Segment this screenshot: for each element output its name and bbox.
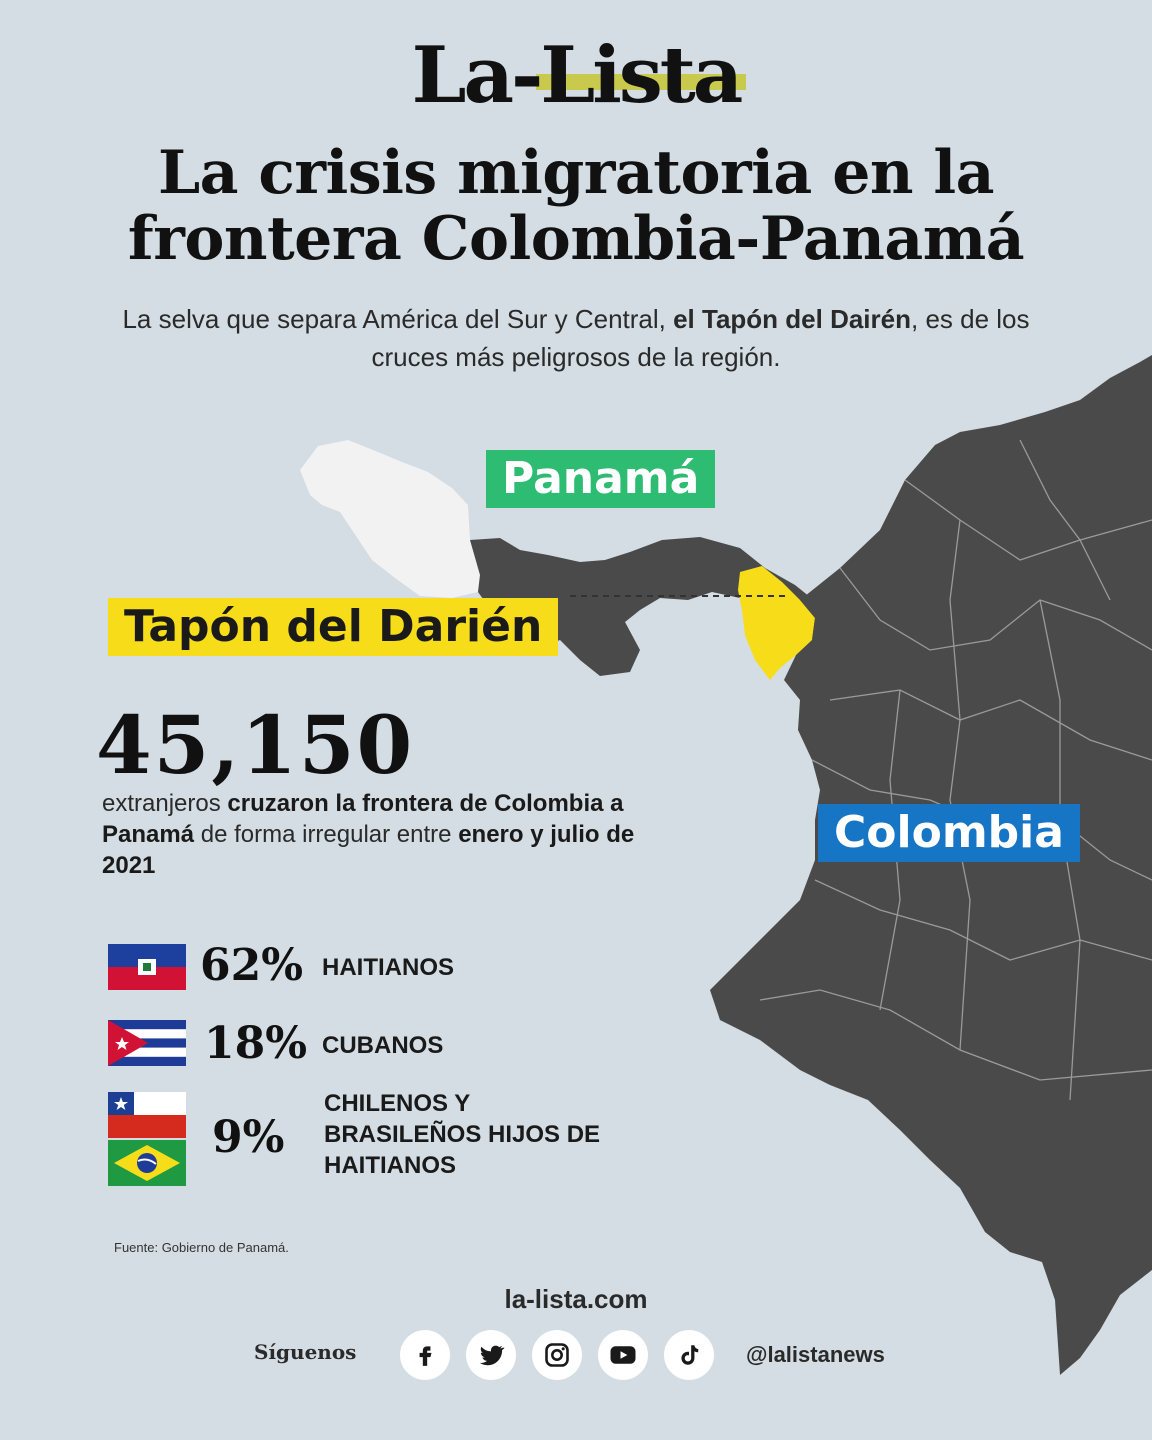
cuba-label: CUBANOS	[322, 1032, 444, 1059]
youtube-icon[interactable]	[598, 1330, 648, 1380]
migrants-count: 45,150	[96, 698, 415, 792]
chile-flag	[108, 1092, 186, 1138]
haiti-percent: 62%	[200, 940, 304, 991]
haiti-flag	[108, 944, 186, 990]
twitter-icon[interactable]	[466, 1330, 516, 1380]
social-handle[interactable]: @lalistanews	[746, 1342, 885, 1367]
instagram-icon[interactable]	[532, 1330, 582, 1380]
label-tapon-darien: Tapón del Darién	[108, 598, 559, 656]
darien-shape	[738, 566, 815, 680]
subtitle-part2: , es de los cruces más peligrosos de la …	[371, 304, 1030, 372]
brazil-flag	[108, 1140, 186, 1186]
follow-label: Síguenos	[254, 1340, 357, 1364]
panama-shape	[470, 537, 830, 676]
source-note: Fuente: Gobierno de Panamá.	[114, 1240, 289, 1255]
brand-logo: La- Lista	[0, 30, 1152, 121]
desc-part2: de forma irregular entre	[194, 821, 459, 848]
subtitle: La selva que separa América del Sur y Ce…	[120, 300, 1032, 376]
costa-rica-shape	[300, 440, 480, 598]
label-colombia: Colombia	[818, 804, 1080, 862]
department-borders	[759, 439, 1152, 1101]
cuba-flag	[108, 1020, 186, 1066]
chile-brazil-percent: 9%	[212, 1112, 285, 1163]
logo-main-text: Lista	[540, 30, 743, 121]
tiktok-icon[interactable]	[664, 1330, 714, 1380]
subtitle-bold: el Tapón del Dairén	[673, 304, 911, 334]
desc-bold1: cruzaron la frontera de Colombia a Panam…	[102, 790, 624, 848]
subtitle-part1: La selva que separa América del Sur y Ce…	[122, 304, 674, 334]
chile-brazil-label: CHILENOS Y BRASILEÑOS HIJOS DE HAITIANOS	[324, 1090, 601, 1179]
site-link[interactable]: la-lista.com	[504, 1284, 648, 1314]
page-title: La crisis migratoria en la frontera Colo…	[127, 138, 1025, 274]
logo-prefix: La-	[411, 30, 544, 121]
cuba-percent: 18%	[204, 1018, 308, 1069]
logo-main: Lista	[536, 30, 747, 121]
colombia-shape	[710, 355, 1152, 1375]
label-panama: Panamá	[486, 450, 716, 508]
migrants-description: extranjeros cruzaron la frontera de Colo…	[102, 788, 662, 881]
haiti-label: HAITIANOS	[322, 954, 454, 981]
facebook-icon[interactable]	[400, 1330, 450, 1380]
desc-part1: extranjeros	[102, 790, 228, 817]
desc-bold2: enero y julio de 2021	[102, 821, 635, 879]
